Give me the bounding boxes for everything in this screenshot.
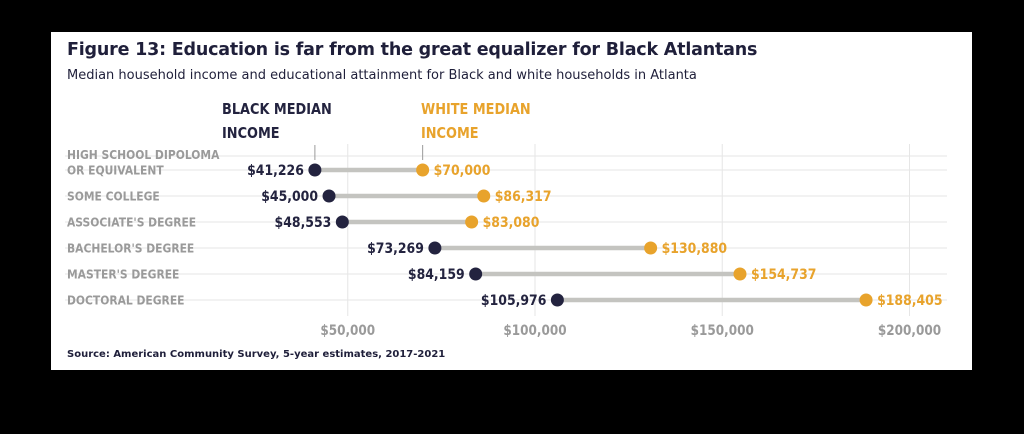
black-income-dot (550, 293, 564, 307)
black-series-label: BLACK MEDIAN INCOME (222, 101, 332, 142)
category-label: BACHELOR'S DEGREE (67, 241, 194, 256)
black-value-label: $105,976 (481, 292, 546, 309)
x-tick-label: $50,000 (320, 323, 375, 339)
x-tick-label: $150,000 (691, 323, 754, 339)
black-value-label: $84,159 (408, 266, 465, 283)
white-income-dot (477, 189, 491, 203)
black-value-label: $48,553 (275, 214, 332, 231)
black-value-label: $45,000 (261, 188, 318, 205)
black-value-label: $41,226 (247, 162, 304, 179)
white-income-dot (416, 163, 430, 177)
category-label: MASTER'S DEGREE (67, 267, 179, 282)
category-label: HIGH SCHOOL DIPOLOMA OR EQUIVALENT (67, 147, 219, 178)
x-tick-label: $100,000 (503, 323, 566, 339)
dumbbell-chart: HIGH SCHOOL DIPOLOMA OR EQUIVALENT SOME CO… (65, 101, 947, 339)
black-income-dot (308, 163, 322, 177)
white-income-dot (859, 293, 873, 307)
source-note: Source: American Community Survey, 5-yea… (67, 349, 446, 360)
white-value-label: $154,737 (751, 266, 816, 283)
black-income-dot (469, 267, 483, 281)
black-income-dot (335, 215, 349, 229)
x-tick-label: $200,000 (878, 323, 941, 339)
figure-title: Figure 13: Education is far from the gre… (67, 40, 758, 60)
white-income-dot (733, 267, 747, 281)
figure-subtitle: Median household income and educational … (67, 68, 697, 83)
black-value-label: $73,269 (367, 240, 424, 257)
white-value-label: $83,080 (483, 214, 540, 231)
white-income-dot (465, 215, 479, 229)
white-series-label: WHITE MEDIAN INCOME (421, 101, 531, 142)
black-income-dot (322, 189, 336, 203)
white-value-label: $188,405 (877, 292, 942, 309)
white-value-label: $86,317 (495, 188, 552, 205)
white-value-label: $130,880 (662, 240, 727, 257)
figure-card: Figure 13: Education is far from the gre… (51, 32, 972, 370)
black-income-dot (428, 241, 442, 255)
category-label: ASSOCIATE'S DEGREE (67, 215, 196, 230)
white-value-label: $70,000 (434, 162, 491, 179)
category-label: SOME COLLEGE (67, 189, 160, 204)
white-income-dot (644, 241, 658, 255)
category-label: DOCTORAL DEGREE (67, 293, 185, 308)
